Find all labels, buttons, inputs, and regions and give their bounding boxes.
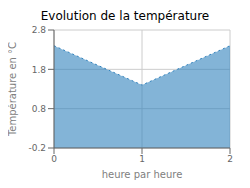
- svg-text:2: 2: [227, 154, 233, 164]
- html-text:Evolution de la température: Evolution de la température: [40, 9, 210, 23]
- svg-text:1.8: 1.8: [32, 65, 47, 75]
- svg-text:-0.2: -0.2: [28, 143, 46, 153]
- svg-text:2.8: 2.8: [32, 25, 47, 35]
- svg-text:0: 0: [51, 154, 57, 164]
- svg-text:heure par heure: heure par heure: [102, 169, 183, 180]
- svg-text:0.8: 0.8: [32, 104, 47, 114]
- svg-text:1: 1: [139, 154, 145, 164]
- svg-text:Température en °C: Température en °C: [8, 42, 18, 137]
